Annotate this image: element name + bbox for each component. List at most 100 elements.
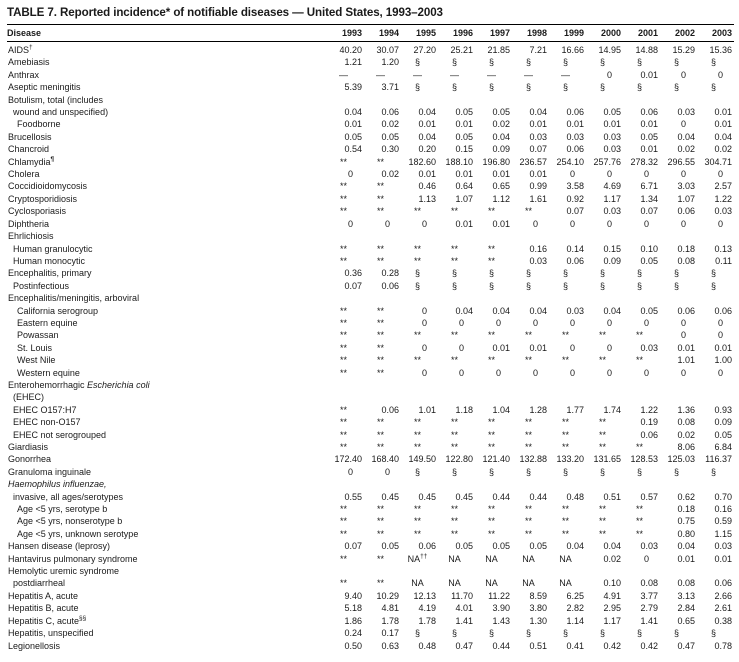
value-cell: 15.29: [672, 45, 695, 55]
value-cell: 5.39: [344, 82, 362, 93]
value-cell: 0.55: [344, 491, 362, 502]
value-cell: **: [413, 528, 421, 539]
value-cell: **: [339, 193, 347, 204]
value-cell: 0.48: [566, 491, 584, 502]
value-cell: **: [524, 528, 532, 539]
value-cell: §: [599, 466, 605, 477]
table-row: Hansen disease (leprosy) 0.07 0.05 0.06 0.05…: [7, 540, 734, 552]
value-cell: 1.07: [455, 193, 473, 204]
table-row: Ehrlichiosis: [7, 230, 734, 242]
value-cell: 122.80: [445, 454, 473, 465]
table-row: Chancroid 0.54 0.30 0.20 0.15 0.09 0.07 0.06 0.0…: [7, 143, 734, 155]
value-cell: NA: [448, 553, 461, 564]
value-cell: 0.01: [455, 119, 473, 130]
value-cell: 0: [495, 367, 501, 378]
disease-label: Hansen disease (leprosy): [8, 541, 111, 552]
value-cell: 0.62: [677, 491, 695, 502]
value-cell: **: [339, 181, 347, 192]
value-cell: 0: [495, 317, 501, 328]
value-cell: §: [673, 628, 679, 639]
value-cell: §: [525, 82, 531, 93]
value-cell: 0.07: [566, 206, 584, 217]
value-cell: 0.01: [640, 69, 658, 80]
value-cell: 0: [569, 218, 575, 229]
value-cell: 0.10: [640, 243, 658, 254]
value-cell: 0: [384, 218, 390, 229]
value-cell: 1.34: [640, 193, 658, 204]
value-cell: 0.24: [344, 628, 362, 639]
disease-label: Hepatitis A, acute: [8, 590, 79, 601]
value-cell: §: [562, 280, 568, 291]
value-cell: 0.54: [344, 144, 362, 155]
value-cell: **: [339, 330, 347, 341]
value-cell: 0.01: [529, 119, 547, 130]
disease-label: Giardiasis: [8, 442, 49, 452]
table-row: Foodborne 0.01 0.02 0.01 0.01 0.02 0.01 0.01 0.0…: [7, 118, 734, 130]
value-cell: **: [450, 442, 458, 452]
disease-label: Chancroid: [8, 144, 50, 155]
table-row: Hepatitis B, acute 5.18 4.81 4.19 4.01 3.90 3.…: [7, 602, 734, 614]
column-header-year: 2003: [711, 28, 732, 38]
table-row: Eastern equine ** ** 0 0 0 0 0 0 0 0 0: [7, 317, 734, 329]
value-cell: 0: [421, 218, 427, 229]
value-cell: **: [635, 442, 643, 452]
value-cell: **: [561, 504, 569, 515]
value-cell: **: [598, 330, 606, 341]
value-cell: **: [487, 355, 495, 366]
table-row: Granuloma inguinale 0 0 § § § § § § § § §: [7, 466, 734, 478]
table-row: West Nile ** ** ** ** ** ** ** ** ** 1.01 1.00: [7, 354, 734, 366]
value-cell: 0.06: [714, 305, 732, 316]
disease-label: wound and unspecified): [13, 107, 109, 118]
value-cell: 0.04: [529, 107, 547, 118]
column-header-year: 1999: [563, 28, 584, 38]
value-cell: 1.86: [344, 615, 362, 626]
value-cell: **: [376, 243, 384, 254]
value-cell: 0.59: [714, 516, 732, 527]
value-cell: 0.80: [677, 528, 695, 539]
value-cell: 0: [717, 317, 723, 328]
value-cell: —: [413, 69, 422, 80]
table-row: Amebiasis 1.21 1.20 § § § § § § § § §: [7, 56, 734, 68]
value-cell: 0.03: [640, 342, 658, 353]
table-row: Hantavirus pulmonary syndrome ** ** NA†† NA N…: [7, 553, 734, 565]
value-superscript: ††: [420, 552, 428, 560]
value-cell: **: [635, 504, 643, 515]
value-cell: 0.06: [640, 429, 658, 440]
value-cell: 0.05: [381, 131, 399, 142]
value-cell: §: [673, 280, 679, 291]
value-cell: 0.42: [603, 640, 621, 651]
value-cell: 1.77: [566, 404, 584, 415]
value-cell: 0: [643, 553, 649, 564]
disease-label: Postinfectious: [13, 280, 70, 291]
value-cell: §: [710, 57, 716, 68]
value-cell: 182.60: [408, 156, 436, 167]
value-cell: 236.57: [519, 156, 547, 167]
value-cell: 0.03: [714, 206, 732, 217]
value-cell: 3.80: [529, 603, 547, 614]
value-cell: **: [376, 504, 384, 515]
value-cell: 0.16: [529, 243, 547, 254]
table-row: Haemophilus influenzae,: [7, 478, 734, 490]
value-cell: 278.32: [630, 156, 658, 167]
disease-label: Foodborne: [17, 119, 61, 130]
table-row: Hepatitis, unspecified 0.24 0.17 § § § § § § § § §: [7, 627, 734, 639]
value-cell: 1.74: [603, 404, 621, 415]
value-cell: §: [710, 82, 716, 93]
table-row: Age <5 yrs, unknown serotype ** ** ** ** ** **…: [7, 528, 734, 540]
value-cell: 0.04: [677, 131, 695, 142]
disease-label: Human granulocytic: [13, 243, 93, 254]
value-cell: 0.05: [492, 107, 510, 118]
disease-label: Hepatitis C, acute§§: [8, 614, 87, 626]
value-cell: 1.36: [677, 404, 695, 415]
value-cell: 6.71: [640, 181, 658, 192]
table-row: Human granulocytic ** ** ** ** ** 0.16 0.14 0.15…: [7, 243, 734, 255]
value-cell: 0: [347, 466, 353, 477]
table-row: Postinfectious 0.07 0.06 § § § § § § § § §: [7, 280, 734, 292]
value-cell: §: [636, 280, 642, 291]
value-cell: 0.64: [455, 181, 473, 192]
value-cell: 0: [347, 169, 353, 180]
value-cell: §: [599, 628, 605, 639]
table-row: Hepatitis A, acute 9.40 10.29 12.13 11.70 11.…: [7, 590, 734, 602]
value-cell: §: [414, 628, 420, 639]
